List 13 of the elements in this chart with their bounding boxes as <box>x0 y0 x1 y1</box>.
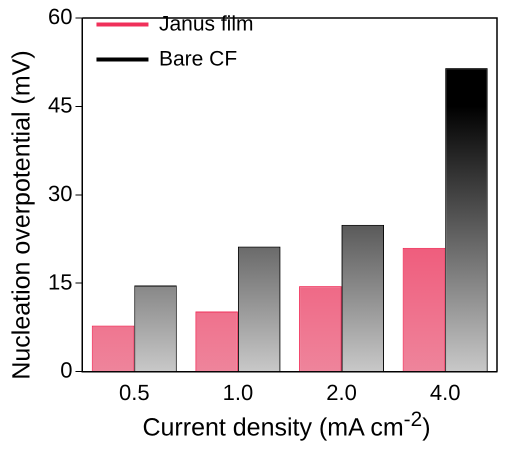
x-tick-label: 1.0 <box>222 380 254 405</box>
y-tick-label: 0 <box>60 358 72 383</box>
x-axis-title: Current density (mA cm$^{-2}$) <box>141 408 432 442</box>
legend-label: Janus film <box>158 12 254 36</box>
y-tick-label: 15 <box>48 269 72 294</box>
x-tick-label: 4.0 <box>430 380 460 405</box>
x-tick-label: 2.0 <box>326 380 357 405</box>
legend-label: Bare CF <box>158 47 238 70</box>
x-tick-label: 0.5 <box>118 380 150 405</box>
y-tick-label: 30 <box>48 180 72 206</box>
y-axis-title: Nucleation overpotential (mV) <box>8 50 36 380</box>
y-tick-label: 60 <box>48 4 72 30</box>
y-tick-label: 45 <box>48 92 72 118</box>
